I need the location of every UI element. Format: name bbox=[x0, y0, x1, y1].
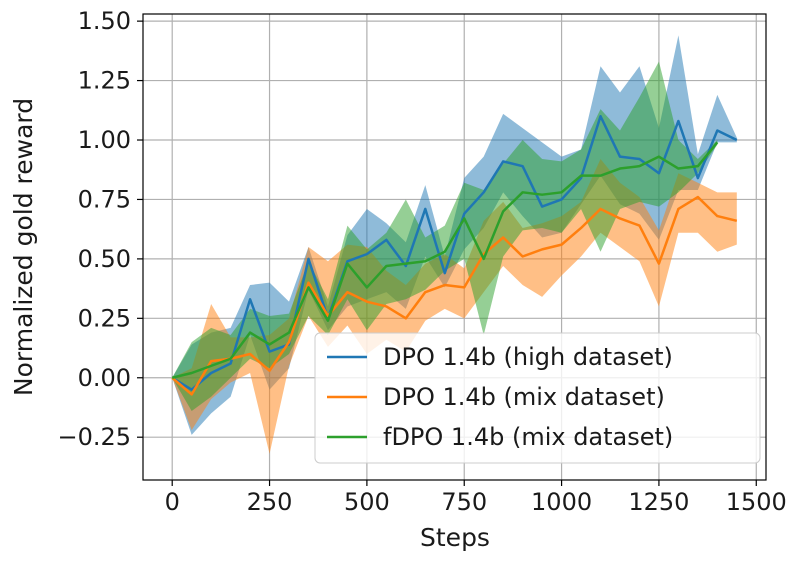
plot-frame bbox=[142, 13, 767, 481]
y-tick-label: 0.75 bbox=[78, 185, 131, 213]
y-tick-label: 0.50 bbox=[78, 245, 131, 273]
y-tick-label: 1.50 bbox=[78, 7, 131, 35]
confidence-band-3 bbox=[172, 61, 718, 412]
y-tick-label: 1.25 bbox=[78, 67, 131, 95]
legend: DPO 1.4b (high dataset) DPO 1.4b (mix dat… bbox=[314, 332, 761, 464]
x-tick-label: 1500 bbox=[726, 488, 787, 516]
series-line-3 bbox=[171, 141, 719, 379]
series-lines bbox=[171, 114, 738, 396]
legend-box bbox=[314, 332, 761, 464]
y-tick-label: 0.25 bbox=[78, 304, 131, 332]
x-tick-label: 1250 bbox=[628, 488, 689, 516]
y-tick-label: −0.25 bbox=[57, 423, 131, 451]
x-tick-label: 750 bbox=[441, 488, 487, 516]
y-tick-label: 1.00 bbox=[78, 126, 131, 154]
x-axis-ticks: 0 250 500 750 1000 1250 1500 bbox=[165, 480, 787, 516]
legend-label-1: DPO 1.4b (high dataset) bbox=[383, 343, 673, 371]
x-tick-label: 500 bbox=[344, 488, 390, 516]
y-axis-ticks: −0.25 0.00 0.25 0.50 0.75 1.00 1.25 1.50 bbox=[57, 7, 143, 451]
legend-label-2: DPO 1.4b (mix dataset) bbox=[383, 383, 665, 411]
x-tick-label: 1000 bbox=[531, 488, 592, 516]
y-axis-label: Normalized gold reward bbox=[9, 98, 38, 396]
legend-label-3: fDPO 1.4b (mix dataset) bbox=[383, 423, 673, 451]
x-axis-label: Steps bbox=[420, 523, 490, 552]
x-tick-label: 0 bbox=[165, 488, 180, 516]
y-tick-label: 0.00 bbox=[78, 364, 131, 392]
series-line-2 bbox=[171, 195, 738, 396]
x-tick-label: 250 bbox=[247, 488, 293, 516]
